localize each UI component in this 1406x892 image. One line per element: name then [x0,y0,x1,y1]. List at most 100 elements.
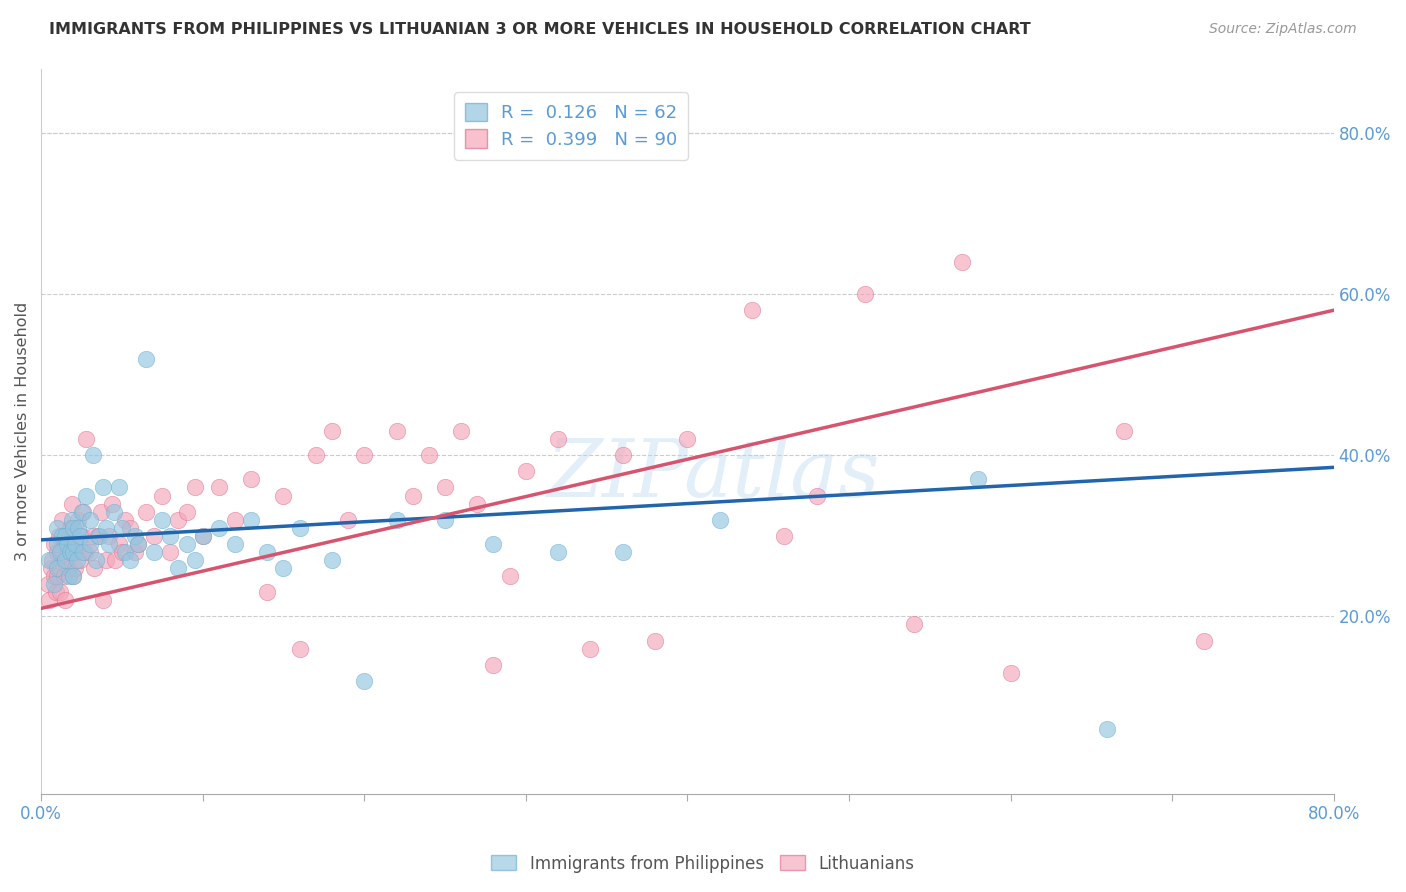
Point [72,505,94,519]
Point [49,545,72,559]
Point [321,553,343,567]
Point [107,481,129,495]
Point [82,529,104,543]
Point [72,545,94,559]
Point [135,351,157,366]
Point [53,553,76,567]
Point [256,585,278,599]
Point [224,513,246,527]
Point [515,464,537,478]
Point [950,255,973,269]
Point [90,505,112,519]
Point [150,513,173,527]
Point [353,673,375,688]
Point [434,513,457,527]
Point [498,569,520,583]
Point [224,537,246,551]
Point [1000,665,1022,680]
Point [53,529,76,543]
Point [612,448,634,462]
Point [191,529,214,543]
Point [127,537,149,551]
Point [482,537,505,551]
Point [82,448,104,462]
Point [37,577,59,591]
Point [48,529,70,543]
Point [60,497,83,511]
Point [84,553,107,567]
Point [191,529,214,543]
Point [385,424,408,438]
Point [579,641,602,656]
Point [75,432,97,446]
Point [967,472,990,486]
Point [159,545,181,559]
Point [41,553,63,567]
Point [51,513,73,527]
Point [107,537,129,551]
Point [321,424,343,438]
Point [62,529,84,543]
Point [62,521,84,535]
Point [644,633,666,648]
Point [89,529,111,543]
Point [75,489,97,503]
Point [450,424,472,438]
Point [49,561,72,575]
Point [83,561,105,575]
Legend: R =  0.126   N = 62, R =  0.399   N = 90: R = 0.126 N = 62, R = 0.399 N = 90 [454,92,688,160]
Point [709,513,731,527]
Point [46,569,69,583]
Point [46,561,69,575]
Point [104,553,127,567]
Point [114,545,136,559]
Point [183,553,205,567]
Point [273,561,295,575]
Point [1194,633,1216,648]
Point [56,537,79,551]
Point [806,489,828,503]
Point [79,545,101,559]
Point [676,432,699,446]
Point [98,529,121,543]
Point [385,513,408,527]
Point [124,529,146,543]
Point [143,529,166,543]
Point [256,545,278,559]
Point [56,529,79,543]
Point [741,303,763,318]
Point [62,569,84,583]
Point [79,537,101,551]
Point [42,537,65,551]
Text: IMMIGRANTS FROM PHILIPPINES VS LITHUANIAN 3 OR MORE VEHICLES IN HOUSEHOLD CORREL: IMMIGRANTS FROM PHILIPPINES VS LITHUANIA… [49,22,1031,37]
Point [176,505,198,519]
Point [46,537,69,551]
Point [66,545,89,559]
Point [94,553,117,567]
Point [46,521,69,535]
Point [111,521,134,535]
Legend: Immigrants from Philippines, Lithuanians: Immigrants from Philippines, Lithuanians [485,848,921,880]
Point [482,657,505,672]
Point [288,521,311,535]
Point [1112,424,1135,438]
Point [98,537,121,551]
Point [59,545,82,559]
Point [46,545,69,559]
Point [773,529,796,543]
Point [66,553,89,567]
Point [52,569,75,583]
Point [114,513,136,527]
Point [56,553,79,567]
Point [70,505,93,519]
Point [103,505,125,519]
Point [51,545,73,559]
Point [547,545,569,559]
Point [127,537,149,551]
Point [118,521,141,535]
Point [337,513,360,527]
Point [135,505,157,519]
Point [418,448,440,462]
Point [69,529,91,543]
Point [612,545,634,559]
